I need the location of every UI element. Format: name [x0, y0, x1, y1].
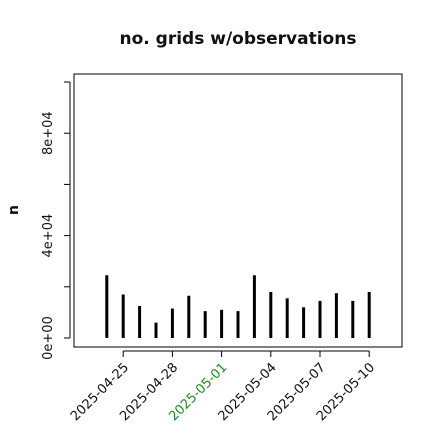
bar-series	[105, 275, 371, 338]
chart-title: no. grids w/observations	[120, 29, 357, 49]
y-axis-label: n	[6, 205, 22, 215]
y-tick-label: 0e+00	[41, 316, 56, 360]
y-tick-label: 8e+04	[41, 111, 56, 155]
plot-frame	[73, 73, 403, 348]
x-axis: 2025-04-252025-04-282025-05-012025-05-04…	[68, 350, 378, 424]
y-tick-label: 4e+04	[41, 214, 56, 258]
y-axis: 0e+00 4e+04 8e+04	[41, 81, 71, 360]
